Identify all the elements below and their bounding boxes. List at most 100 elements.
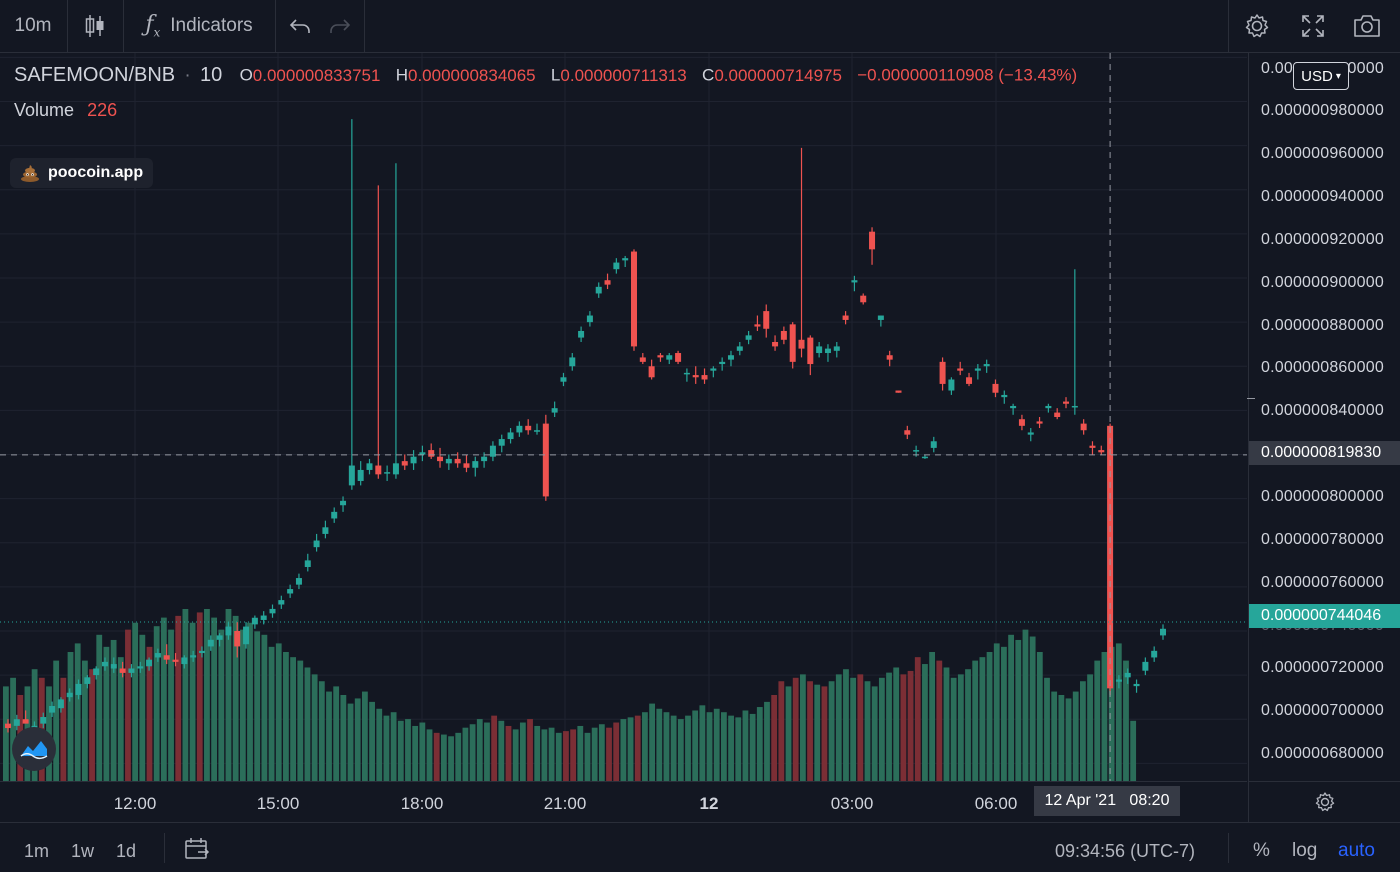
price-axis-label: 0.000000940000	[1261, 188, 1384, 205]
candle-body	[807, 337, 814, 365]
symbol-legend: SAFEMOON/BNB · 10 O0.000000833751 H0.000…	[14, 64, 1077, 87]
volume-bar	[505, 725, 512, 781]
candle-body	[401, 461, 408, 466]
fullscreen-button[interactable]	[1290, 0, 1336, 52]
volume-bar	[993, 643, 1000, 781]
timezone-clock[interactable]: 09:34:56 (UTC-7)	[1055, 841, 1196, 861]
volume-bar	[440, 734, 447, 781]
candle-body	[1151, 650, 1158, 658]
symbol-interval: 10	[200, 64, 223, 86]
calendar-icon	[185, 838, 210, 859]
volume-bar	[871, 686, 878, 781]
indicators-button[interactable]: ƒx Indicators	[124, 0, 274, 52]
volume-bar	[642, 712, 648, 781]
volume-bar	[196, 612, 203, 781]
candle-body	[101, 661, 108, 667]
candle-body	[49, 705, 56, 713]
candle-body	[295, 578, 302, 585]
volume-bar	[563, 731, 569, 781]
candle-body	[1089, 445, 1096, 448]
toolbar-divider	[123, 0, 124, 52]
volume-bar	[225, 609, 232, 781]
candle-body	[190, 655, 197, 658]
volume-bar	[1108, 646, 1115, 781]
log-scale-button[interactable]: log	[1292, 840, 1318, 861]
candlestick-icon	[85, 15, 104, 37]
volume-bar	[1094, 660, 1101, 781]
volume-bar	[692, 710, 699, 781]
candle-body	[1036, 421, 1043, 424]
candle-body	[260, 615, 267, 620]
currency-label: USD	[1301, 67, 1333, 85]
volume-bar	[117, 657, 124, 781]
redo-button[interactable]	[322, 0, 358, 52]
volume-bar	[247, 622, 253, 781]
volume-bar	[1029, 636, 1036, 781]
volume-bar	[548, 727, 555, 781]
volume-bar	[721, 712, 727, 781]
candle-body	[172, 659, 179, 662]
volume-bar	[541, 729, 548, 781]
range-1d-button[interactable]: 1d	[116, 841, 137, 861]
interval-selector[interactable]: 10m	[0, 0, 66, 52]
price-axis-label: 0.000000680000	[1261, 745, 1384, 762]
redo-icon	[330, 19, 351, 33]
volume-bar	[835, 674, 842, 781]
crosshair-price-tick	[1247, 398, 1255, 399]
volume-bar	[498, 720, 505, 781]
auto-scale-button[interactable]: auto	[1338, 840, 1375, 861]
candle-type-button[interactable]	[68, 0, 122, 52]
candles	[5, 119, 1166, 737]
volume-bar	[182, 609, 189, 781]
goto-date-button[interactable]	[184, 837, 210, 866]
candle-body	[384, 472, 391, 474]
candle-body	[939, 361, 946, 384]
volume-bar	[972, 660, 979, 781]
candle-body	[534, 430, 541, 432]
symbol-name[interactable]: SAFEMOON/BNB	[14, 64, 176, 86]
percent-scale-button[interactable]: %	[1253, 840, 1270, 861]
volume-bar	[175, 615, 182, 781]
volume-bar	[634, 715, 641, 781]
volume-bar	[239, 629, 246, 781]
time-axis-label: 12	[699, 794, 719, 813]
volume-bar	[354, 698, 361, 781]
volume-bar	[534, 725, 541, 781]
close-label: C	[702, 65, 715, 85]
price-axis[interactable]: 0.000001000000 0.000000980000 0.00000096…	[1248, 53, 1400, 781]
currency-selector[interactable]: USD ▾	[1293, 62, 1349, 90]
price-chart[interactable]	[0, 53, 1247, 781]
candle-body	[419, 452, 426, 455]
candle-body	[1045, 405, 1052, 409]
volume-bar	[232, 615, 239, 781]
volume-bar	[67, 652, 74, 781]
poocoin-badge[interactable]: poocoin.app	[10, 158, 154, 188]
volume-bar	[60, 677, 67, 781]
candle-body	[869, 231, 876, 250]
volume-bar	[397, 720, 404, 781]
volume-bar	[735, 717, 742, 781]
tradingview-logo[interactable]	[12, 727, 56, 771]
undo-button[interactable]	[282, 0, 318, 52]
price-axis-label: 0.000000760000	[1261, 574, 1384, 591]
volume-bar	[914, 657, 921, 781]
toolbar-divider	[67, 0, 68, 52]
candle-body	[1133, 683, 1140, 687]
range-1w-button[interactable]: 1w	[71, 841, 95, 861]
volume-bar	[146, 646, 153, 781]
crosshair-time-tag: 12 Apr '21 08:20	[1034, 786, 1180, 816]
candle-body	[154, 653, 161, 658]
candle-body	[287, 589, 294, 594]
volume-label[interactable]: Volume	[14, 100, 75, 120]
axis-settings-button[interactable]	[1248, 781, 1400, 822]
volume-bar	[1015, 639, 1022, 781]
top-toolbar: 10m ƒx Indicators	[0, 0, 1400, 53]
toolbar-divider	[275, 0, 276, 52]
chart-pane[interactable]	[0, 53, 1247, 781]
candle-body	[1063, 401, 1070, 404]
volume-bar	[785, 686, 792, 781]
screenshot-button[interactable]	[1344, 0, 1390, 52]
settings-button[interactable]	[1234, 0, 1280, 52]
time-axis[interactable]: 12:00 15:00 18:00 21:00 12 03:00 06:00 1…	[0, 781, 1247, 822]
range-1m-button[interactable]: 1m	[24, 841, 50, 861]
